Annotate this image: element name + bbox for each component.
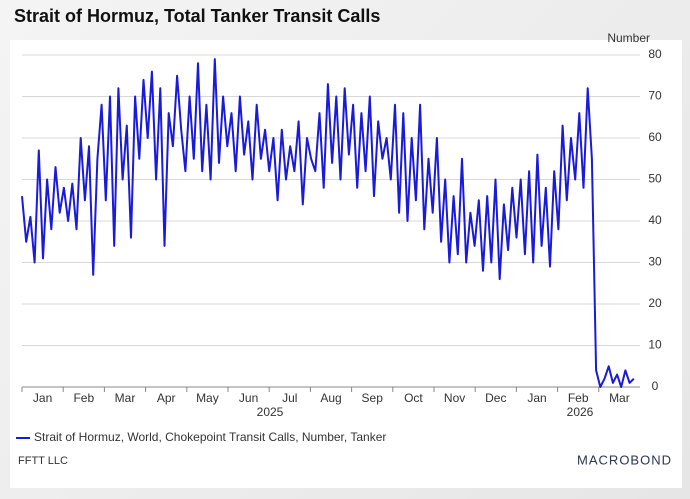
x-tick-label: Jul bbox=[282, 391, 297, 405]
x-tick-label: Dec bbox=[485, 391, 506, 405]
brand: MACROBOND bbox=[577, 452, 672, 467]
year-label: 2025 bbox=[257, 405, 284, 419]
x-tick-label: May bbox=[196, 391, 219, 405]
x-tick-label: Jun bbox=[239, 391, 258, 405]
x-tick-label: Sep bbox=[362, 391, 384, 405]
y-tick-label: 60 bbox=[648, 130, 662, 144]
y-tick-label: 80 bbox=[648, 47, 662, 61]
y-tick-label: 0 bbox=[652, 379, 659, 393]
y-axis-label: Number bbox=[607, 31, 650, 45]
y-tick-label: 50 bbox=[648, 172, 662, 186]
y-tick-label: 10 bbox=[648, 338, 662, 352]
x-tick-label: Feb bbox=[73, 391, 94, 405]
x-tick-label: Apr bbox=[157, 391, 176, 405]
x-tick-label: Feb bbox=[568, 391, 589, 405]
chart-title: Strait of Hormuz, Total Tanker Transit C… bbox=[14, 6, 380, 26]
y-tick-label: 20 bbox=[648, 296, 662, 310]
x-tick-label: Aug bbox=[320, 391, 341, 405]
legend-label: Strait of Hormuz, World, Chokepoint Tran… bbox=[34, 430, 386, 444]
x-tick-label: Mar bbox=[609, 391, 630, 405]
y-tick-label: 30 bbox=[648, 255, 662, 269]
year-label: 2026 bbox=[567, 405, 594, 419]
data-line bbox=[21, 58, 635, 388]
y-tick-label: 70 bbox=[648, 89, 662, 103]
x-tick-label: Jan bbox=[33, 391, 52, 405]
x-tick-label: Oct bbox=[404, 391, 423, 405]
x-tick-label: Mar bbox=[115, 391, 136, 405]
x-tick-label: Jan bbox=[527, 391, 546, 405]
source: FFTT LLC bbox=[18, 455, 68, 467]
x-tick-label: Nov bbox=[444, 391, 465, 405]
y-tick-label: 40 bbox=[648, 213, 662, 227]
